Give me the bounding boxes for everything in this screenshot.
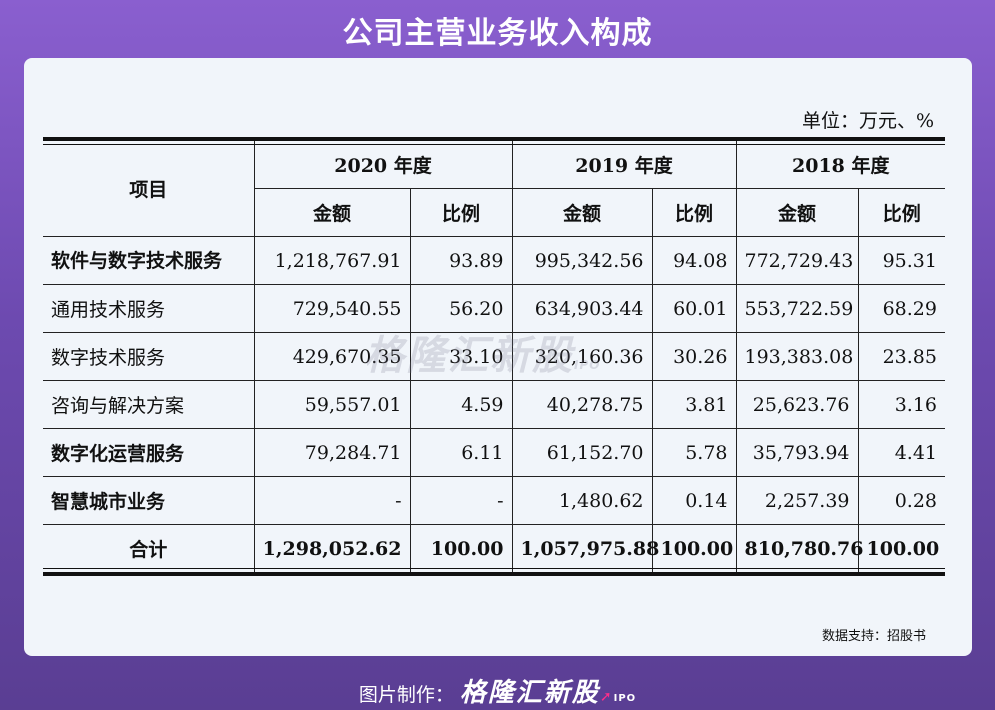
arrow-icon: ➚ — [599, 689, 614, 705]
cell-value: 100.00 — [857, 524, 945, 572]
cell-value: 1,057,975.88 — [511, 524, 659, 572]
cell-value: 25,623.76 — [735, 380, 859, 429]
cell-value: 79,284.71 — [253, 428, 411, 477]
total-row: 合计 1,298,052.62 100.00 1,057,975.88 100.… — [43, 524, 945, 572]
footer: 图片制作： 格隆汇新股➚IPO — [0, 672, 995, 709]
cell-value: - — [409, 476, 513, 525]
row-name: 软件与数字技术服务 — [43, 236, 255, 285]
cell-value: 429,670.35 — [253, 332, 411, 381]
header-amount: 金额 — [511, 188, 653, 237]
table-row: 数字技术服务 429,670.35 33.10 320,160.36 30.26… — [43, 332, 945, 381]
table-card: 单位：万元、% 项目 2020 年度 2019 年度 2018 年度 金额 比例… — [24, 58, 972, 656]
data-source: 数据支持：招股书 — [821, 629, 926, 644]
cell-value: 94.08 — [651, 236, 737, 285]
cell-value: 6.11 — [409, 428, 513, 477]
header-year-2019: 2019 年度 — [511, 141, 737, 189]
cell-value: 68.29 — [857, 284, 945, 333]
header-year-2020: 2020 年度 — [253, 141, 513, 189]
cell-value: 60.01 — [651, 284, 737, 333]
cell-value: 40,278.75 — [511, 380, 653, 429]
brand-logo: 格隆汇新股➚IPO — [459, 678, 637, 708]
row-name: 咨询与解决方案 — [43, 380, 255, 429]
cell-value: 0.28 — [857, 476, 945, 525]
cell-value: 93.89 — [409, 236, 513, 285]
table-row: 咨询与解决方案 59,557.01 4.59 40,278.75 3.81 25… — [43, 380, 945, 429]
cell-value: 193,383.08 — [735, 332, 859, 381]
cell-value: 35,793.94 — [735, 428, 859, 477]
header-ratio: 比例 — [409, 188, 513, 237]
cell-value: 2,257.39 — [735, 476, 859, 525]
header-item: 项目 — [43, 141, 255, 237]
row-name: 合计 — [43, 524, 255, 572]
cell-value: 4.41 — [857, 428, 945, 477]
page-title: 公司主营业务收入构成 — [342, 16, 653, 51]
table-row: 数字化运营服务 79,284.71 6.11 61,152.70 5.78 35… — [43, 428, 945, 477]
cell-value: 23.85 — [857, 332, 945, 381]
row-name: 数字化运营服务 — [43, 428, 255, 477]
cell-value: 1,298,052.62 — [253, 524, 411, 572]
row-name: 通用技术服务 — [43, 284, 255, 333]
table-row: 软件与数字技术服务 1,218,767.91 93.89 995,342.56 … — [43, 236, 945, 285]
header-ratio: 比例 — [651, 188, 737, 237]
header-year-2018: 2018 年度 — [735, 141, 945, 189]
unit-label: 单位：万元、% — [801, 110, 934, 132]
cell-value: 5.78 — [651, 428, 737, 477]
cell-value: 320,160.36 — [511, 332, 653, 381]
row-name: 数字技术服务 — [43, 332, 255, 381]
cell-value: 729,540.55 — [253, 284, 411, 333]
cell-value: 56.20 — [409, 284, 513, 333]
cell-value: 4.59 — [409, 380, 513, 429]
table-row: 智慧城市业务 - - 1,480.62 0.14 2,257.39 0.28 — [43, 476, 945, 525]
cell-value: 1,480.62 — [511, 476, 653, 525]
table-row: 通用技术服务 729,540.55 56.20 634,903.44 60.01… — [43, 284, 945, 333]
cell-value: 30.26 — [651, 332, 737, 381]
cell-value: 100.00 — [651, 524, 737, 572]
cell-value: 61,152.70 — [511, 428, 653, 477]
cell-value: 634,903.44 — [511, 284, 653, 333]
cell-value: 772,729.43 — [735, 236, 859, 285]
revenue-table: 项目 2020 年度 2019 年度 2018 年度 金额 比例 金额 比例 金… — [43, 137, 945, 576]
cell-value: 100.00 — [409, 524, 513, 572]
cell-value: 59,557.01 — [253, 380, 411, 429]
cell-value: 3.81 — [651, 380, 737, 429]
header-amount: 金额 — [254, 188, 411, 237]
cell-value: 3.16 — [857, 380, 945, 429]
cell-value: 810,780.76 — [735, 524, 864, 572]
cell-value: 553,722.59 — [735, 284, 859, 333]
row-name: 智慧城市业务 — [43, 476, 255, 525]
footer-label: 图片制作： — [358, 684, 454, 706]
cell-value: - — [253, 476, 411, 525]
header-amount: 金额 — [735, 188, 859, 237]
cell-value: 33.10 — [409, 332, 513, 381]
cell-value: 95.31 — [857, 236, 945, 285]
header-ratio: 比例 — [857, 188, 945, 237]
cell-value: 1,218,767.91 — [253, 236, 411, 285]
cell-value: 0.14 — [651, 476, 737, 525]
cell-value: 995,342.56 — [511, 236, 653, 285]
